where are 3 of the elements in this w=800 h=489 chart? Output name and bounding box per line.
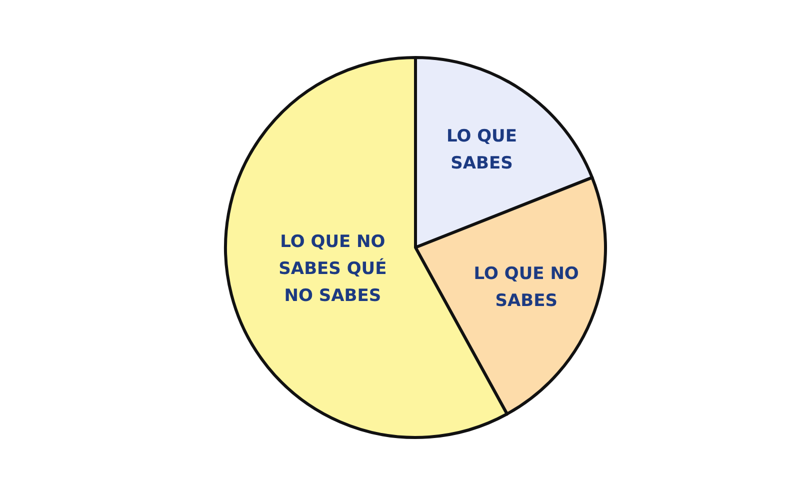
slice-label: LO QUE NO SABES <box>474 264 579 311</box>
slice-label: LO QUE SABES <box>446 126 517 174</box>
slice-label: LO QUE NO SABES QUÉ NO SABES <box>278 232 387 306</box>
